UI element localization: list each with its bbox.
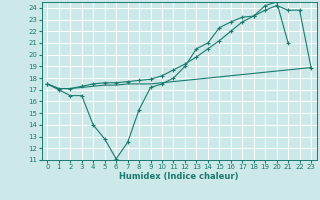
X-axis label: Humidex (Indice chaleur): Humidex (Indice chaleur) (119, 172, 239, 181)
